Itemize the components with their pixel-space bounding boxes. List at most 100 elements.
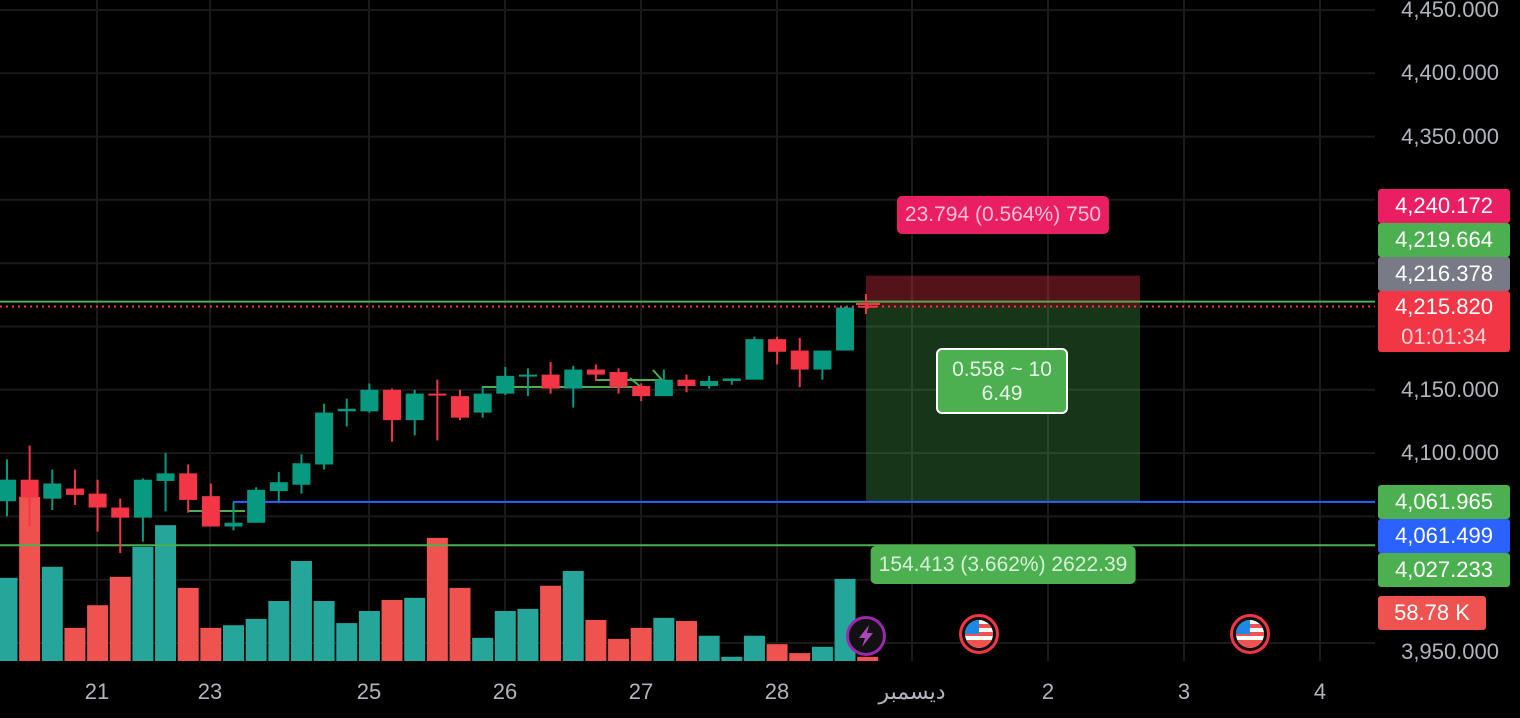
volume-bar <box>608 638 630 661</box>
volume-bar <box>811 646 833 661</box>
candle-body <box>201 496 220 527</box>
volume-bar <box>290 561 312 661</box>
volume-bar <box>223 625 244 661</box>
candle-body <box>745 339 764 380</box>
candle-body <box>790 350 809 370</box>
volume-bar <box>313 601 335 661</box>
price-tick-label: 4,450.000 <box>1401 0 1499 22</box>
candle-body <box>700 380 719 387</box>
candle-body <box>813 350 832 370</box>
candle-body <box>496 375 515 394</box>
volume-label: 58.78 K <box>1378 596 1486 630</box>
volume-bar <box>653 617 675 661</box>
time-tick-label: 27 <box>628 679 654 704</box>
volume-bar <box>41 566 63 661</box>
candle-body <box>564 369 583 389</box>
time-tick-label: 28 <box>764 679 790 704</box>
volume-bar <box>381 599 403 661</box>
candle-body <box>451 396 469 418</box>
volume-bar <box>766 644 788 661</box>
arrow-line <box>652 369 663 381</box>
candle-body <box>360 389 379 412</box>
candle-body <box>292 463 311 485</box>
volume-bar <box>200 627 222 661</box>
volume-bar <box>449 587 471 661</box>
us-flag-icon[interactable] <box>959 614 999 654</box>
candle-body <box>858 305 877 308</box>
candle-body <box>133 479 152 518</box>
volume-bar <box>743 635 765 661</box>
candle-body <box>541 374 560 389</box>
candle-body <box>518 374 537 377</box>
grid-lines <box>0 0 1375 661</box>
entry-price-label: 4,216.378 <box>1378 257 1510 291</box>
volume-bar <box>472 637 494 661</box>
volume-bar <box>494 611 516 661</box>
candle-body <box>43 483 62 499</box>
candle-body <box>632 386 651 397</box>
candle-body <box>247 489 266 523</box>
volume-bar <box>336 623 358 661</box>
volume-bar <box>87 605 109 661</box>
price-tick-label: 4,400.000 <box>1401 60 1499 86</box>
volume-bar <box>268 601 290 661</box>
candle-body <box>609 372 628 388</box>
volume-bar <box>132 546 154 661</box>
candle-body <box>65 488 84 495</box>
volume-bar <box>540 585 562 661</box>
volume-bar <box>698 635 720 661</box>
time-tick-label: 3 <box>1177 679 1191 704</box>
candle-body <box>722 378 741 381</box>
volume-bar <box>857 656 879 661</box>
volume-bar <box>64 627 86 661</box>
us-flag-icon[interactable] <box>1230 614 1270 654</box>
blue-line-price-label: 4,061.499 <box>1378 519 1510 553</box>
candle-body <box>315 412 334 465</box>
candle-body <box>111 507 130 518</box>
volume-bar <box>789 653 811 661</box>
horizontal-lines <box>0 300 1375 547</box>
price-tick-label: 4,150.000 <box>1401 376 1499 402</box>
candle-body <box>179 473 198 500</box>
lightning-icon[interactable] <box>846 616 886 656</box>
volume-bar <box>721 656 743 661</box>
risk-reward-line1: 0.558 ~ 10 <box>952 358 1052 381</box>
green-line-price-label: 4,219.664 <box>1378 223 1510 257</box>
volume-bar <box>19 496 41 661</box>
stop-distance-label[interactable]: 23.794 (0.564%) 750 <box>896 196 1110 234</box>
volume-bar <box>109 576 131 661</box>
bar-countdown: 01:01:34 <box>1401 324 1487 349</box>
candle-body <box>383 389 402 421</box>
volume-bar <box>676 621 697 661</box>
volume-bar <box>404 597 426 661</box>
risk-reward-box[interactable]: 0.558 ~ 10 6.49 <box>936 348 1068 414</box>
volume-bar <box>358 611 380 661</box>
time-tick-label: 2 <box>1041 679 1055 704</box>
price-tick-label: 4,100.000 <box>1401 440 1499 466</box>
volume-bar <box>517 608 539 661</box>
target-price-label: 4,061.965 <box>1378 485 1510 519</box>
candle-body <box>768 339 787 352</box>
candle-body <box>473 393 492 413</box>
candle-body <box>0 479 16 502</box>
candles <box>0 303 877 554</box>
last-price: 4,215.820 <box>1395 294 1493 319</box>
price-tick-label: 3,950.000 <box>1401 639 1499 664</box>
candle-body <box>428 393 447 396</box>
volume-bar <box>562 571 584 661</box>
candle-body <box>20 479 39 498</box>
time-tick-label: 4 <box>1313 679 1327 704</box>
candle-body <box>156 473 175 481</box>
volume-bar <box>585 619 607 661</box>
risk-reward-line2: 6.49 <box>981 382 1023 405</box>
candle-body <box>88 493 107 508</box>
candle-body <box>405 393 424 421</box>
volume-bar <box>426 537 448 661</box>
target-distance-label[interactable]: 154.413 (3.662%) 2622.39 <box>870 546 1136 584</box>
volume-bar <box>245 618 267 661</box>
price-tick-label: 4,350.000 <box>1401 123 1499 149</box>
candle-body <box>677 379 696 387</box>
candle-body <box>654 379 673 397</box>
candle-body <box>337 408 356 412</box>
